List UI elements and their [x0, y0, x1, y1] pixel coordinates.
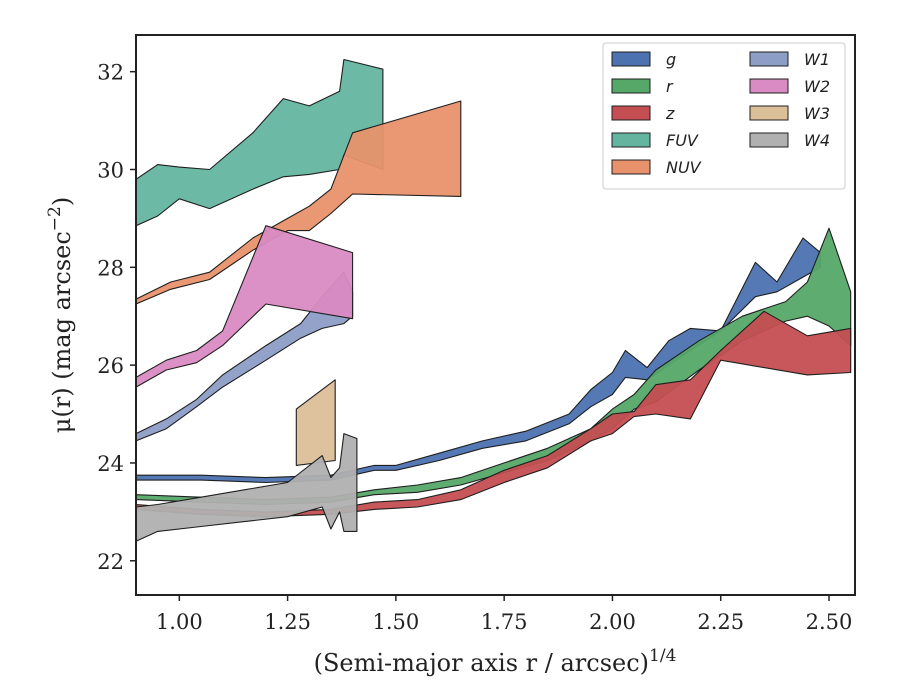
legend-swatch-w4 [749, 132, 789, 148]
x-axis-label-exponent: 1/4 [649, 646, 676, 666]
legend-swatch-g [611, 51, 651, 67]
legend-swatch-fuv [611, 132, 651, 148]
y-tick-label: 30 [97, 158, 124, 182]
y-axis-label-close: ) [48, 197, 76, 206]
legend-label-g: g [666, 50, 676, 69]
band-w4 [136, 433, 358, 542]
x-tick-label: 1.00 [156, 610, 203, 634]
legend-swatch-nuv [611, 159, 651, 175]
band-w2 [136, 225, 354, 388]
legend-swatch-z [611, 105, 651, 121]
y-axis-label-exponent: −2 [45, 206, 65, 231]
legend-swatch-w1 [749, 51, 789, 67]
x-tick-label: 2.50 [806, 610, 853, 634]
legend-label-r: r [666, 77, 674, 96]
x-axis-label: (Semi-major axis r / arcsec)1/4 [314, 646, 677, 677]
x-tick-label: 1.25 [264, 610, 311, 634]
legend-label-nuv: NUV [666, 158, 702, 177]
band-nuv [136, 100, 462, 305]
legend-swatch-r [611, 78, 651, 94]
legend: grz FUV NUV W1 W2 W3 W4 [602, 42, 846, 190]
x-tick-label: 1.50 [372, 610, 419, 634]
legend-label-z: z [665, 104, 675, 123]
legend-swatch-w3 [749, 105, 789, 121]
legend-label-w3: W3 [804, 104, 830, 123]
tick-layer: 1.00 1.25 1.50 1.75 2.00 2.25 2.50 22 24 26 28 30 32 [97, 61, 852, 634]
legend-label-w2: W2 [804, 77, 830, 96]
band-fuv [136, 58, 384, 227]
y-tick-label: 22 [97, 550, 124, 574]
legend-label-w1: W1 [804, 50, 830, 69]
x-tick-label: 1.75 [481, 610, 528, 634]
legend-label-fuv: FUV [666, 131, 699, 150]
y-tick-label: 24 [97, 452, 124, 476]
y-tick-label: 28 [97, 256, 124, 280]
x-axis-label-text: (Semi-major axis r / arcsec) [314, 649, 649, 677]
x-tick-label: 2.25 [697, 610, 744, 634]
y-tick-label: 32 [97, 61, 124, 85]
y-axis-label-text: μ(r) (mag arcsec [48, 231, 76, 433]
legend-label-w4: W4 [804, 131, 830, 150]
y-axis-label: μ(r) (mag arcsec−2) [45, 197, 76, 433]
legend-swatch-w2 [749, 78, 789, 94]
band-z [136, 310, 852, 518]
x-tick-label: 2.00 [589, 610, 636, 634]
y-tick-label: 26 [97, 354, 124, 378]
band-r [136, 227, 852, 506]
plot-frame [135, 34, 856, 596]
series-layer [136, 58, 852, 542]
